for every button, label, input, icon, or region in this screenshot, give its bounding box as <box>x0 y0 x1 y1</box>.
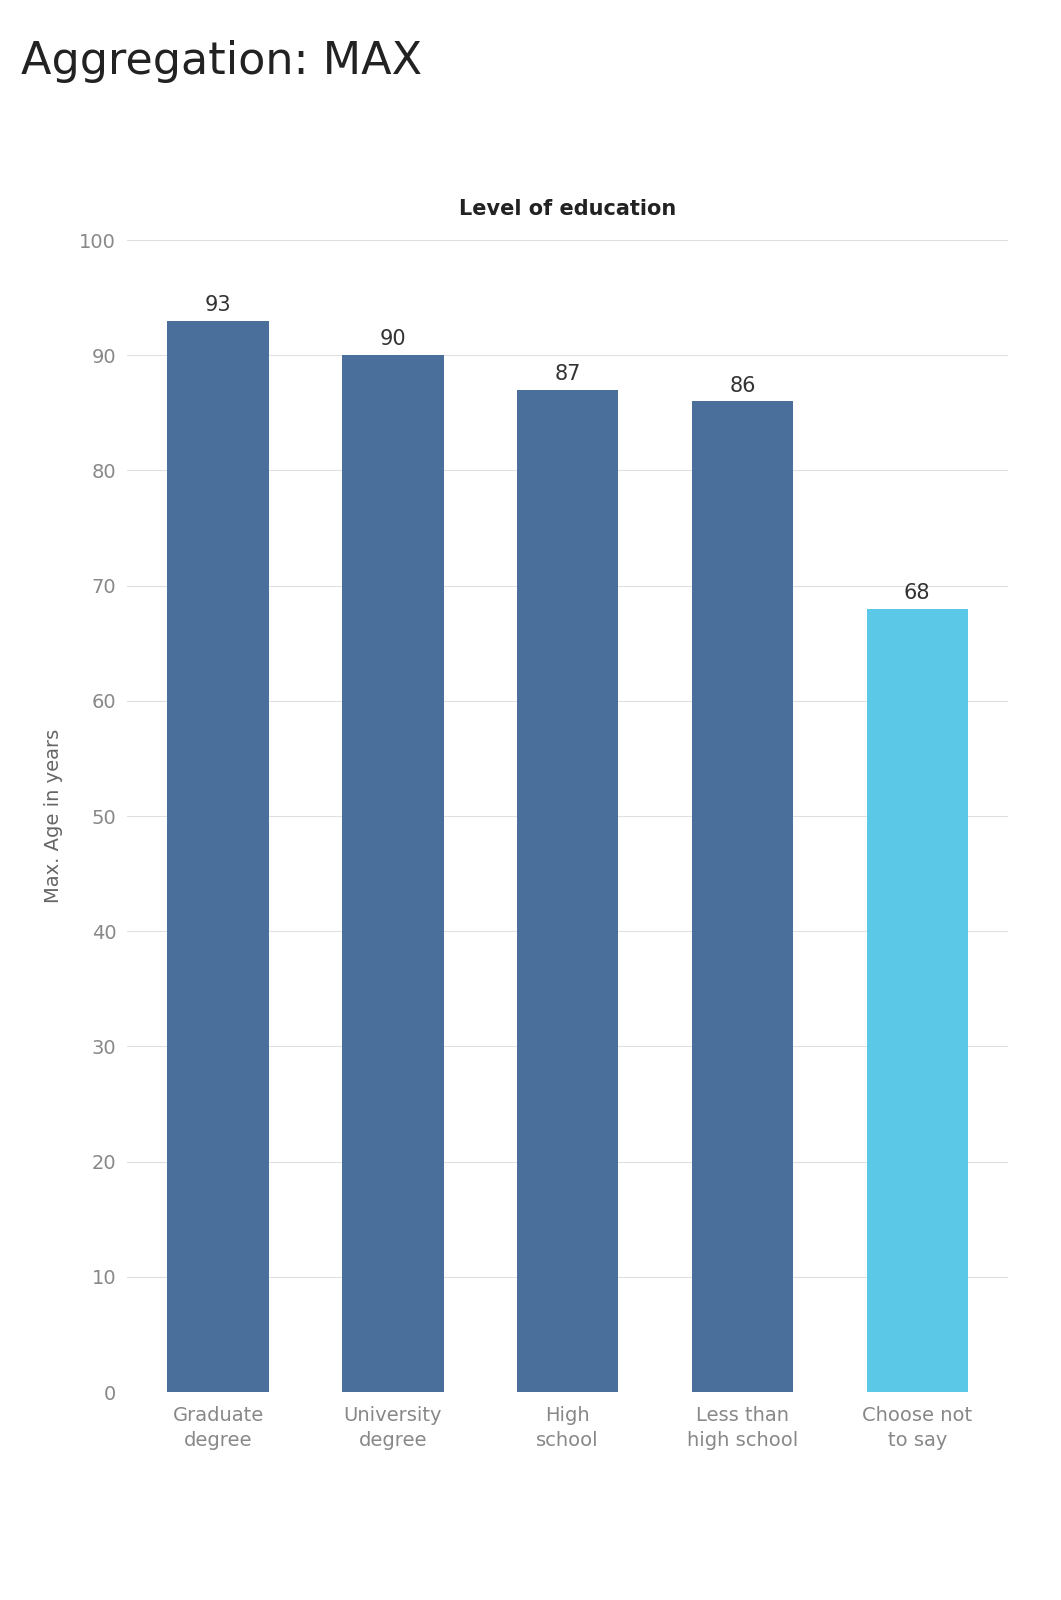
Bar <box>342 355 443 1392</box>
Bar <box>168 320 268 1392</box>
Bar <box>517 390 619 1392</box>
Title: Level of education: Level of education <box>459 198 676 219</box>
Text: Aggregation: MAX: Aggregation: MAX <box>21 40 422 83</box>
Text: 93: 93 <box>205 294 231 315</box>
Text: 90: 90 <box>380 330 406 349</box>
Text: 68: 68 <box>904 582 930 603</box>
Text: 87: 87 <box>555 365 580 384</box>
Text: 86: 86 <box>729 376 755 395</box>
Bar <box>867 608 968 1392</box>
Bar <box>692 402 794 1392</box>
Y-axis label: Max. Age in years: Max. Age in years <box>44 730 63 902</box>
